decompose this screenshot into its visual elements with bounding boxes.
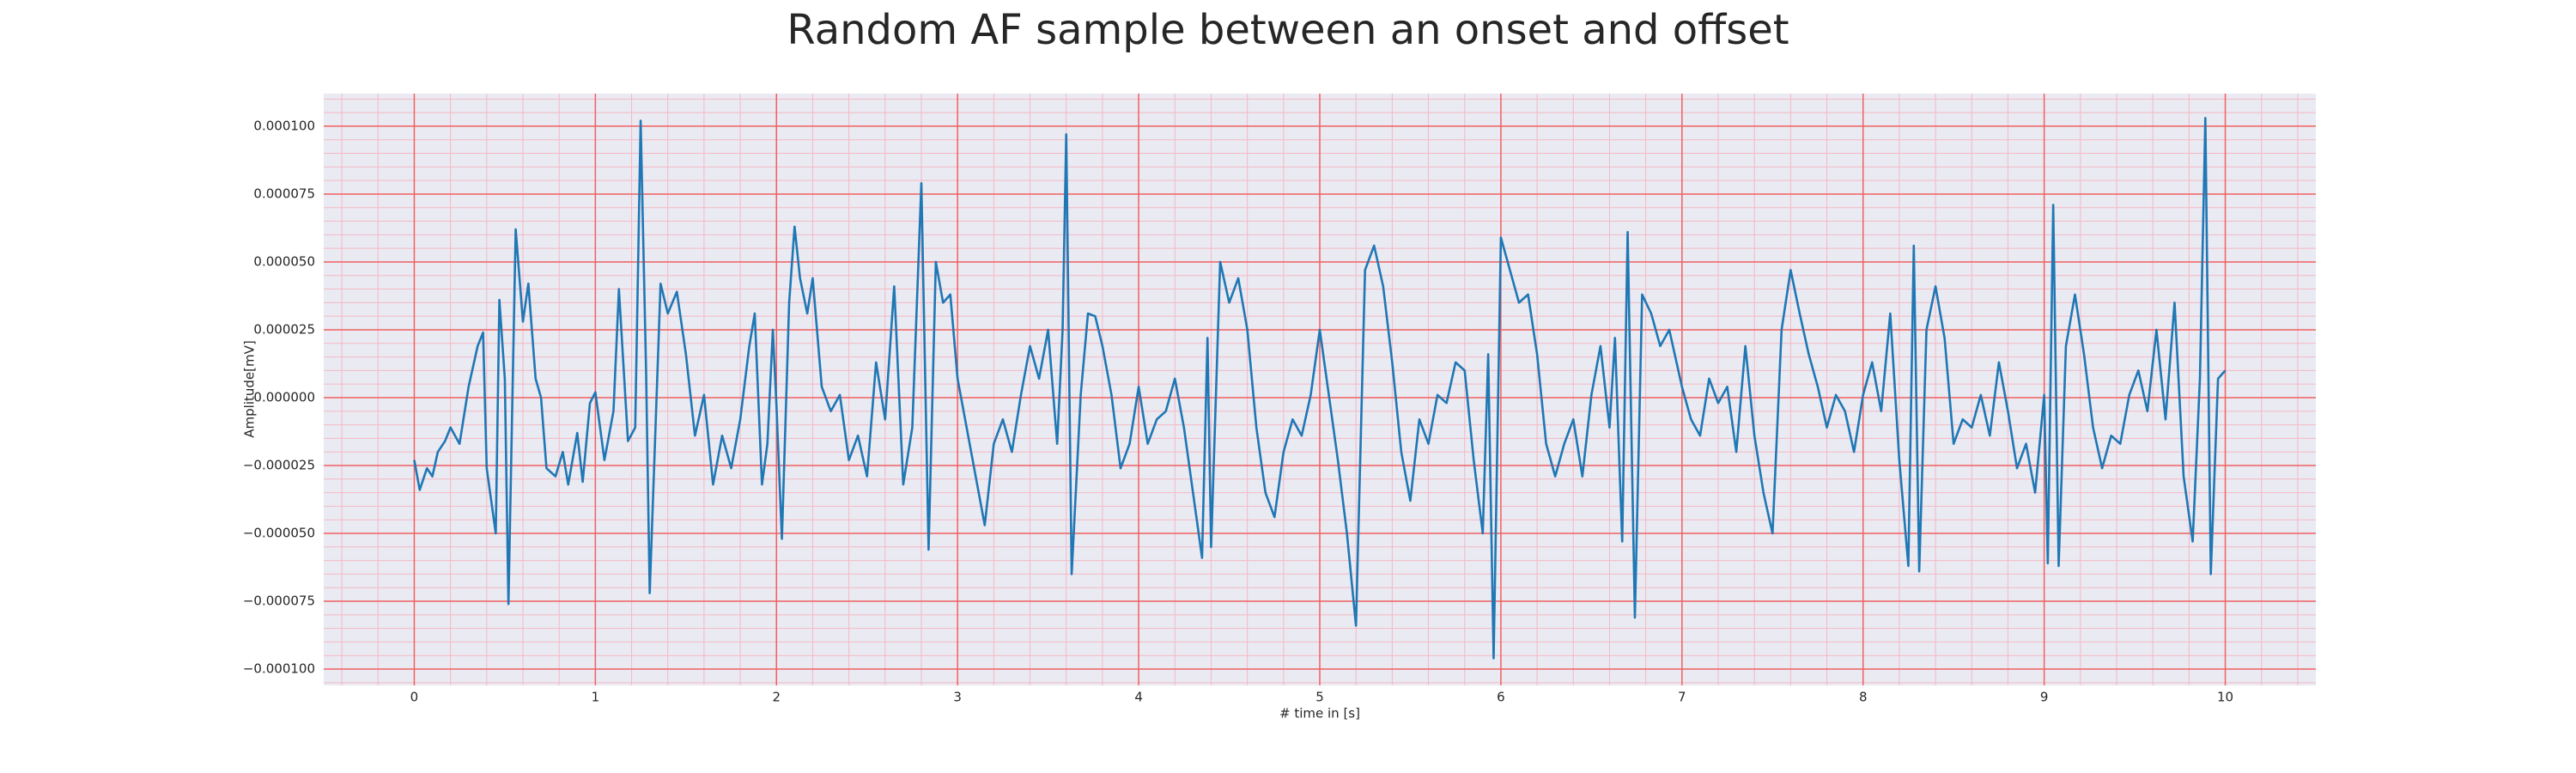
x-axis-label: # time in [s] (1279, 706, 1360, 721)
y-tick-label: 0.000050 (253, 253, 315, 269)
x-tick-label: 10 (2217, 690, 2233, 705)
x-tick-label: 7 (1678, 690, 1686, 705)
x-tick-label: 4 (1134, 690, 1143, 705)
y-tick-label: −0.000050 (243, 526, 315, 541)
y-tick-label: −0.000025 (243, 457, 315, 472)
x-tick-label: 5 (1315, 690, 1324, 705)
y-tick-label: 0.000000 (253, 389, 315, 405)
signal-line (413, 117, 2227, 660)
y-tick-label: 0.000100 (253, 118, 315, 133)
x-tick-label: 9 (2040, 690, 2049, 705)
x-tick-label: 1 (592, 690, 600, 705)
y-tick-label: −0.000075 (243, 593, 315, 609)
x-tick-label: 3 (953, 690, 962, 705)
chart-title: Random AF sample between an onset and of… (787, 6, 1789, 54)
y-tick-label: 0.000025 (253, 321, 315, 337)
x-tick-label: 8 (1859, 690, 1868, 705)
y-tick-label: 0.000075 (253, 186, 315, 201)
y-axis-label: Amplitude[mV] (242, 340, 258, 437)
x-tick-label: 6 (1497, 690, 1505, 705)
y-tick-label: −0.000100 (243, 661, 315, 677)
x-tick-label: 0 (410, 690, 419, 705)
x-tick-label: 2 (772, 690, 781, 705)
